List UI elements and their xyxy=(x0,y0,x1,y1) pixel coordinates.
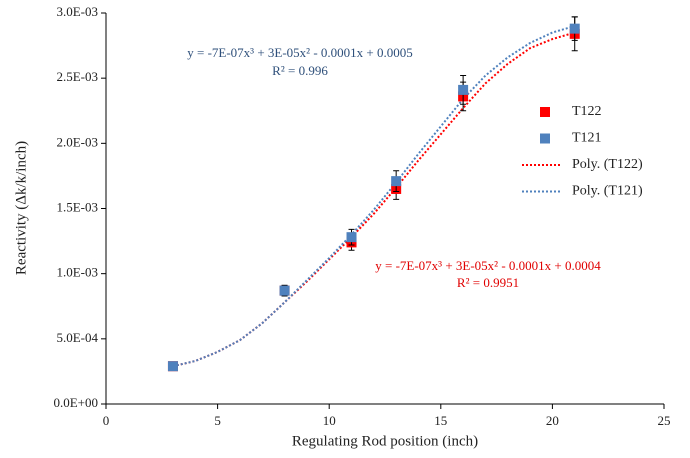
y-tick-label: 2.0E-03 xyxy=(56,134,98,149)
trend-r-squared: R² = 0.996 xyxy=(272,63,328,78)
x-tick-label: 20 xyxy=(546,413,559,428)
trend-equation: y = -7E-07x³ + 3E-05x² - 0.0001x + 0.000… xyxy=(375,258,601,273)
y-tick-label: 1.5E-03 xyxy=(56,199,98,214)
x-axis-label: Regulating Rod position (inch) xyxy=(292,433,478,449)
y-tick-label: 2.5E-03 xyxy=(56,69,98,84)
y-tick-label: 5.0E-04 xyxy=(56,330,98,345)
marker xyxy=(279,285,290,296)
trendline xyxy=(172,25,576,368)
marker xyxy=(569,23,580,34)
marker xyxy=(167,361,178,372)
trend-r-squared: R² = 0.9951 xyxy=(457,275,519,290)
legend-label: Poly. (T121) xyxy=(572,184,643,199)
y-tick-label: 0.0E+00 xyxy=(53,395,98,410)
y-tick-label: 3.0E-03 xyxy=(56,4,98,19)
trendline xyxy=(172,31,576,368)
legend-label: T122 xyxy=(572,104,602,119)
legend-marker xyxy=(540,107,550,117)
x-tick-label: 25 xyxy=(658,413,671,428)
x-tick-label: 15 xyxy=(434,413,447,428)
x-tick-label: 10 xyxy=(323,413,336,428)
x-tick-label: 0 xyxy=(103,413,110,428)
x-tick-label: 5 xyxy=(214,413,221,428)
y-axis-label: Reactivity (Δk/k/inch) xyxy=(13,141,29,275)
trend-equation: y = -7E-07x³ + 3E-05x² - 0.0001x + 0.000… xyxy=(187,45,413,60)
legend-marker xyxy=(540,133,550,144)
marker xyxy=(458,84,469,95)
y-tick-label: 1.0E-03 xyxy=(56,265,98,280)
legend-label: T121 xyxy=(572,131,602,146)
marker xyxy=(346,232,357,243)
legend-label: Poly. (T122) xyxy=(572,157,643,172)
marker xyxy=(391,176,402,187)
